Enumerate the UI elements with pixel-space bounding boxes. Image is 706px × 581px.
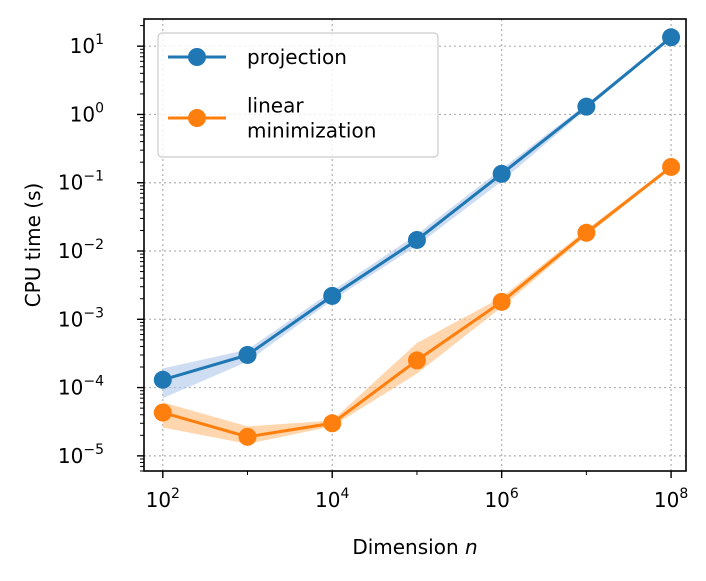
y-tick-base: 10 xyxy=(58,239,83,263)
y-tick-exponent: −2 xyxy=(83,237,104,253)
legend-label: projection xyxy=(247,45,347,69)
linear-minimization-point xyxy=(492,292,511,311)
linear-minimization-point xyxy=(407,351,426,370)
x-tick-label: 108 xyxy=(654,486,688,512)
projection-legend-marker xyxy=(188,48,206,66)
y-axis-label: CPU time (s) xyxy=(21,183,45,308)
y-tick-base: 10 xyxy=(70,102,95,126)
linear-minimization-line xyxy=(162,165,673,439)
y-tick-base: 10 xyxy=(58,376,83,400)
projection-band xyxy=(162,35,672,399)
y-tick-label: 100 xyxy=(70,100,104,126)
x-tick-base: 10 xyxy=(146,488,171,512)
linear-minimization-point xyxy=(238,427,257,446)
y-tick-base: 10 xyxy=(58,307,83,331)
projection-point xyxy=(153,370,172,389)
y-tick-label: 10−1 xyxy=(58,169,104,195)
linear-minimization-point xyxy=(577,223,596,242)
y-tick-exponent: 0 xyxy=(95,100,104,116)
confidence-bands xyxy=(162,35,672,444)
y-tick-label: 101 xyxy=(70,32,104,58)
y-tick-label: 10−3 xyxy=(58,305,104,331)
x-axis-label: Dimension n xyxy=(352,535,477,559)
legend-box xyxy=(157,32,439,158)
y-tick-exponent: −3 xyxy=(83,305,104,321)
x-tick-base: 10 xyxy=(315,488,340,512)
projection-point xyxy=(577,97,596,116)
x-tick-label: 102 xyxy=(146,486,180,512)
y-tick-base: 10 xyxy=(58,171,83,195)
projection-point xyxy=(492,164,511,183)
projection-point xyxy=(238,345,257,364)
y-tick-base: 10 xyxy=(58,444,83,468)
plot-frame xyxy=(143,18,687,472)
linear-minimization-point xyxy=(662,157,681,176)
y-tick-base: 10 xyxy=(70,34,95,58)
y-tick-exponent: −4 xyxy=(83,374,104,390)
projection-point xyxy=(662,28,681,47)
series-points xyxy=(153,28,681,446)
y-tick-exponent: −1 xyxy=(83,169,104,185)
y-tick-exponent: −5 xyxy=(83,442,104,458)
x-tick-exponent: 4 xyxy=(340,486,349,502)
x-axis-label-text: Dimension xyxy=(352,535,465,559)
y-tick-label: 10−2 xyxy=(58,237,104,263)
x-tick-exponent: 8 xyxy=(679,486,688,502)
linear-minimization-point xyxy=(323,414,342,433)
linear-minimization-point xyxy=(153,403,172,422)
linear-minimization-legend-marker xyxy=(188,109,206,127)
y-tick-label: 10−4 xyxy=(58,374,104,400)
x-tick-label: 106 xyxy=(484,486,518,512)
projection-point xyxy=(407,230,426,249)
x-tick-exponent: 2 xyxy=(171,486,180,502)
linear-minimization-band xyxy=(162,165,672,444)
y-tick-label: 10−5 xyxy=(58,442,104,468)
projection-point xyxy=(323,286,342,305)
x-tick-base: 10 xyxy=(484,488,509,512)
x-tick-exponent: 6 xyxy=(510,486,519,502)
legend-label: minimization xyxy=(247,119,376,143)
x-axis-label-variable: n xyxy=(465,535,478,559)
y-tick-exponent: 1 xyxy=(95,32,104,48)
x-tick-label: 104 xyxy=(315,486,349,512)
legend-label: linear xyxy=(247,94,304,118)
x-tick-base: 10 xyxy=(654,488,679,512)
